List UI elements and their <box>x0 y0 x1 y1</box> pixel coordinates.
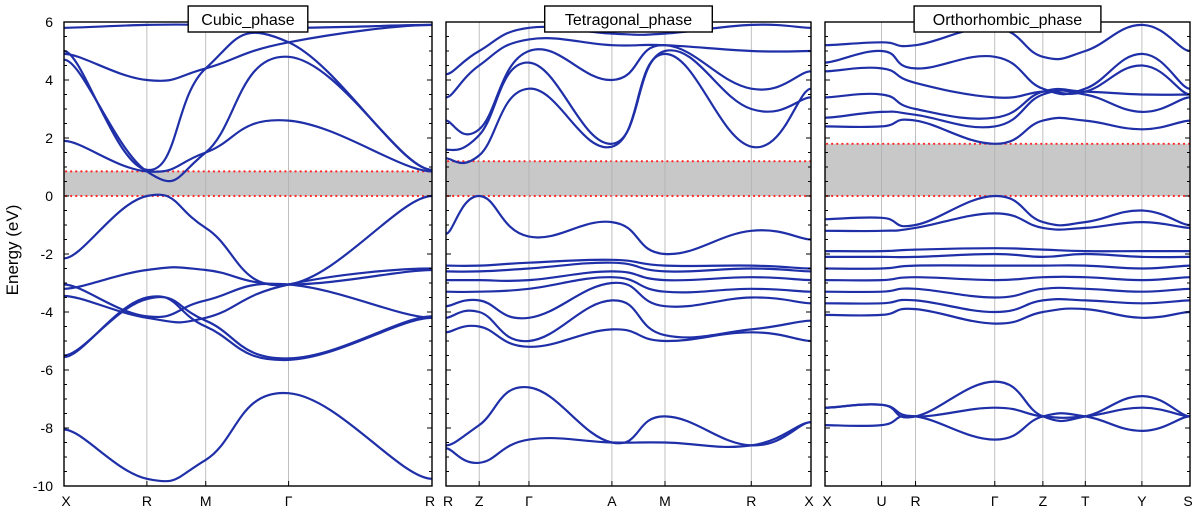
band-line <box>446 276 811 294</box>
panel-title-text: Tetragonal_phase <box>565 12 692 29</box>
panel-frame <box>63 21 433 487</box>
band-line <box>825 412 1190 441</box>
panel-title: Orthorhombic_phase <box>913 5 1102 33</box>
y-tick-label: 0 <box>45 188 53 204</box>
kpoint-label: Γ <box>991 493 999 509</box>
y-tick-label: 4 <box>45 72 53 88</box>
kpoint-label: R <box>425 493 435 509</box>
y-tick-label: 6 <box>45 14 53 30</box>
band-line <box>64 266 432 290</box>
panel-cubic_phase: X R M Γ R Cubic_phase <box>61 5 435 509</box>
band-line <box>446 49 811 152</box>
kpoint-label: Z <box>475 493 484 509</box>
band-line <box>64 267 432 324</box>
band-line <box>825 380 1190 423</box>
kpoint-label: T <box>1081 493 1090 509</box>
panel-title-text: Cubic_phase <box>201 12 295 29</box>
frame-ticks <box>445 21 812 487</box>
y-tick-label: -2 <box>41 246 54 262</box>
kpoint-label: S <box>1183 493 1192 509</box>
band-line <box>825 194 1190 228</box>
y-axis-label: Energy (eV) <box>3 205 22 296</box>
y-tick-label: 2 <box>45 130 53 146</box>
kpoint-label: X <box>61 493 71 509</box>
frame-ticks <box>63 21 433 487</box>
y-tick-label: -4 <box>41 304 54 320</box>
band-line <box>825 89 1190 129</box>
kpoint-label: Y <box>1137 493 1147 509</box>
frame-ticks <box>824 21 1191 487</box>
kpoint-label: M <box>659 493 671 509</box>
band-line <box>64 119 432 173</box>
band-line <box>825 64 1190 99</box>
band-line <box>446 299 811 343</box>
band-line <box>825 49 1190 96</box>
y-axis-label-group: Energy (eV) <box>3 205 22 296</box>
band-line <box>446 52 811 165</box>
band-gap-region <box>446 161 811 196</box>
band-line <box>825 116 1190 145</box>
band-line <box>64 392 432 483</box>
band-line <box>825 297 1190 314</box>
band-line <box>64 282 432 319</box>
panel-title: Cubic_phase <box>187 5 309 33</box>
y-axis-ticks: 6 4 2 0 -2 -4 -6 -8 -10 <box>33 14 53 494</box>
band-line <box>825 264 1190 270</box>
phase-panels: X R M Γ R Cubic_phase R Z Γ A M R X Tetragonal_phase X… <box>61 5 1193 509</box>
band-line <box>64 55 432 183</box>
band-line <box>446 261 811 273</box>
band-line <box>446 421 811 464</box>
y-tick-label: -10 <box>33 478 53 494</box>
kpoint-label: Γ <box>525 493 533 509</box>
band-line <box>825 307 1190 325</box>
band-line <box>446 44 811 136</box>
band-line <box>825 286 1190 299</box>
kpoint-label: U <box>877 493 887 509</box>
band-line <box>446 324 811 348</box>
kpoint-label: Z <box>1039 493 1048 509</box>
band-line <box>825 23 1190 61</box>
bands <box>825 23 1190 441</box>
y-tick-label: -8 <box>41 420 54 436</box>
band-line <box>825 252 1190 259</box>
band-line <box>825 247 1190 253</box>
band-line <box>825 212 1190 233</box>
band-gap-region <box>64 171 432 196</box>
kpoint-label: R <box>746 493 756 509</box>
panel-orthorhombic_phase: X U R Γ Z T Y S Orthorhombic_phase <box>822 5 1193 509</box>
band-line <box>446 258 811 270</box>
band-line <box>446 23 811 76</box>
band-gap-region <box>825 143 1190 196</box>
band-line <box>64 295 432 360</box>
kpoint-label: X <box>804 493 814 509</box>
band-line <box>446 194 811 256</box>
band-line <box>446 281 811 320</box>
kpoint-label: A <box>607 493 617 509</box>
band-line <box>825 275 1190 282</box>
kpoint-label: R <box>910 493 920 509</box>
band-line <box>825 87 1190 120</box>
bands <box>64 23 432 483</box>
band-line <box>446 270 811 283</box>
band-line <box>825 403 1190 419</box>
bands <box>446 23 811 464</box>
kpoint-label: Γ <box>285 493 293 509</box>
kpoint-label: R <box>142 493 152 509</box>
kpoint-label: R <box>443 493 453 509</box>
band-line <box>64 193 432 287</box>
y-tick-label: -6 <box>41 362 54 378</box>
panel-tetragonal_phase: R Z Γ A M R X Tetragonal_phase <box>443 5 814 509</box>
panel-title: Tetragonal_phase <box>544 5 714 33</box>
band-line <box>446 386 811 447</box>
band-line <box>64 23 432 82</box>
kpoint-label: M <box>200 493 212 509</box>
panel-title-text: Orthorhombic_phase <box>933 12 1083 29</box>
kpoint-label: X <box>822 493 832 509</box>
band-line <box>446 37 811 99</box>
